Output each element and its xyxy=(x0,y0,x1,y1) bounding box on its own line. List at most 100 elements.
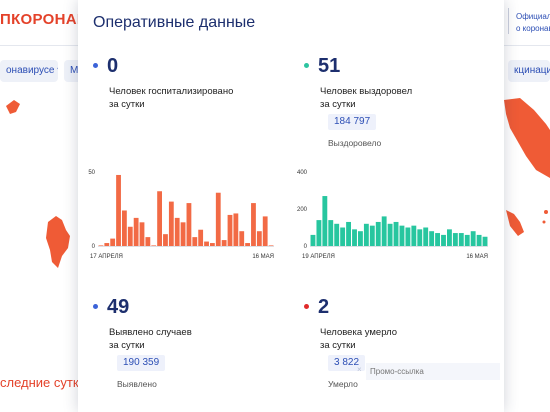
chart-bar[interactable] xyxy=(186,203,192,246)
chart-bar[interactable] xyxy=(381,216,387,246)
stat-dot-icon xyxy=(93,63,98,68)
stat-detected: 49 Выявлено случаев за сутки 190 359 Выя… xyxy=(93,296,283,396)
chart-bar[interactable] xyxy=(157,191,162,246)
stat-recovered: 51 Человек выздоровел за сутки 184 797 В… xyxy=(304,55,494,155)
chart-bar[interactable] xyxy=(346,221,351,246)
chart-bar[interactable] xyxy=(435,233,440,246)
chart-bar[interactable] xyxy=(328,220,334,246)
chart-bar[interactable] xyxy=(393,221,399,246)
chart-bar[interactable] xyxy=(98,245,104,246)
stat-dot-icon xyxy=(304,63,309,68)
y-tick-label: 0 xyxy=(92,244,96,250)
recovered-chart: 400 200 0 19 АПРЕЛЯ 16 МАЯ xyxy=(296,166,494,262)
chart-bar[interactable] xyxy=(310,234,316,246)
official-link[interactable]: Официал о коронав xyxy=(516,11,550,35)
chart-bar[interactable] xyxy=(209,243,215,246)
y-tick-label: 400 xyxy=(297,170,308,176)
nav-vaccination[interactable]: кцинация xyxy=(508,60,550,82)
stat-desc-line-1: Человек выздоровел xyxy=(320,86,413,97)
stat-desc-line-1: Человека умерло xyxy=(320,327,398,338)
hospitalized-chart: 50 0 17 АПРЕЛЯ 16 МАЯ xyxy=(84,166,280,262)
x-end-label: 16 МАЯ xyxy=(252,254,274,260)
stat-value: 0 xyxy=(107,55,119,77)
chart-bar[interactable] xyxy=(121,210,127,246)
chart-bar[interactable] xyxy=(464,234,470,246)
chart-bar[interactable] xyxy=(363,223,369,246)
chart-bar[interactable] xyxy=(482,236,488,246)
chart-bar[interactable] xyxy=(429,231,435,246)
chart-bar[interactable] xyxy=(322,196,328,246)
card-title: Оперативные данные xyxy=(93,14,256,31)
chart-bar[interactable] xyxy=(215,192,221,246)
chart-bar[interactable] xyxy=(375,221,381,246)
close-icon[interactable]: × xyxy=(357,365,362,374)
chart-bar[interactable] xyxy=(116,174,121,246)
chart-bar[interactable] xyxy=(239,231,245,246)
stat-value: 51 xyxy=(318,55,341,77)
chart-bar[interactable] xyxy=(411,225,417,246)
chart-bar[interactable] xyxy=(245,243,250,246)
y-tick-label: 50 xyxy=(88,170,95,176)
y-tick-label: 0 xyxy=(304,244,308,250)
x-end-label: 16 МАЯ xyxy=(466,254,488,260)
chart-bar[interactable] xyxy=(476,234,482,246)
chart-bar[interactable] xyxy=(441,234,446,246)
chart-bar[interactable] xyxy=(387,223,393,246)
chart-bar[interactable] xyxy=(399,225,405,246)
chart-bar[interactable] xyxy=(251,203,256,246)
promo-input[interactable] xyxy=(366,363,500,380)
stat-description: Человек госпитализировано за сутки xyxy=(109,85,279,111)
chart-bar[interactable] xyxy=(268,245,274,246)
recovered-chart-svg: 400 200 0 19 АПРЕЛЯ 16 МАЯ xyxy=(297,170,488,260)
chart-bar[interactable] xyxy=(405,227,411,247)
chart-bar[interactable] xyxy=(204,241,209,246)
chart-bar[interactable] xyxy=(233,213,239,246)
logo-text: ПКОРОНАВИ xyxy=(0,11,80,28)
chart-bar[interactable] xyxy=(256,231,262,246)
stat-description: Выявлено случаев за сутки xyxy=(109,326,279,352)
stat-desc-line-2: за сутки xyxy=(109,340,145,351)
official-link-line-2: о коронав xyxy=(516,24,550,33)
site-logo[interactable]: ПКОРОНАВИ xyxy=(0,11,80,28)
chart-bar[interactable] xyxy=(192,237,198,246)
chart-bar[interactable] xyxy=(145,237,151,246)
stat-dot-icon xyxy=(304,304,309,309)
chart-bar[interactable] xyxy=(180,222,186,246)
operational-data-card: Оперативные данные 0 Человек госпитализи… xyxy=(78,0,504,412)
nav-about-virus[interactable]: онавирусе ▾ xyxy=(0,60,58,82)
chart-bar[interactable] xyxy=(133,217,139,246)
stat-hospitalized: 0 Человек госпитализировано за сутки xyxy=(93,55,283,125)
nav-measures[interactable]: М xyxy=(64,60,82,82)
total-badge: 184 797 xyxy=(328,114,377,130)
chart-bar[interactable] xyxy=(316,220,322,246)
stat-deaths: 2 Человека умерло за сутки 3 822 Умерло xyxy=(304,296,494,396)
chart-bar[interactable] xyxy=(369,225,375,246)
chart-bar[interactable] xyxy=(470,231,476,246)
total-badge: 190 359 xyxy=(117,355,166,371)
chart-bar[interactable] xyxy=(227,214,233,246)
chart-bar[interactable] xyxy=(423,227,429,247)
chart-bar[interactable] xyxy=(104,243,110,246)
chart-bar[interactable] xyxy=(198,229,204,246)
chart-bar[interactable] xyxy=(447,229,452,246)
stat-description: Человека умерло за сутки xyxy=(320,326,490,352)
stat-desc-line-1: Выявлено случаев xyxy=(109,327,192,338)
chart-bar[interactable] xyxy=(168,201,174,246)
chart-bar[interactable] xyxy=(352,229,357,246)
chart-bar[interactable] xyxy=(334,223,340,246)
chart-bar[interactable] xyxy=(221,240,227,246)
chart-bar[interactable] xyxy=(110,238,116,246)
chart-bar[interactable] xyxy=(340,227,346,247)
chart-bar[interactable] xyxy=(163,234,168,246)
official-link-line-1: Официал xyxy=(516,12,550,21)
chart-bar[interactable] xyxy=(151,245,157,246)
chart-bar[interactable] xyxy=(358,231,363,246)
chart-bar[interactable] xyxy=(452,233,458,246)
chart-bar[interactable] xyxy=(127,226,133,246)
chart-bar[interactable] xyxy=(458,233,464,246)
chart-bar[interactable] xyxy=(174,217,180,246)
chart-bar[interactable] xyxy=(262,216,268,246)
chart-bar[interactable] xyxy=(417,229,423,246)
y-tick-label: 200 xyxy=(297,207,308,213)
chart-bar[interactable] xyxy=(139,222,145,246)
